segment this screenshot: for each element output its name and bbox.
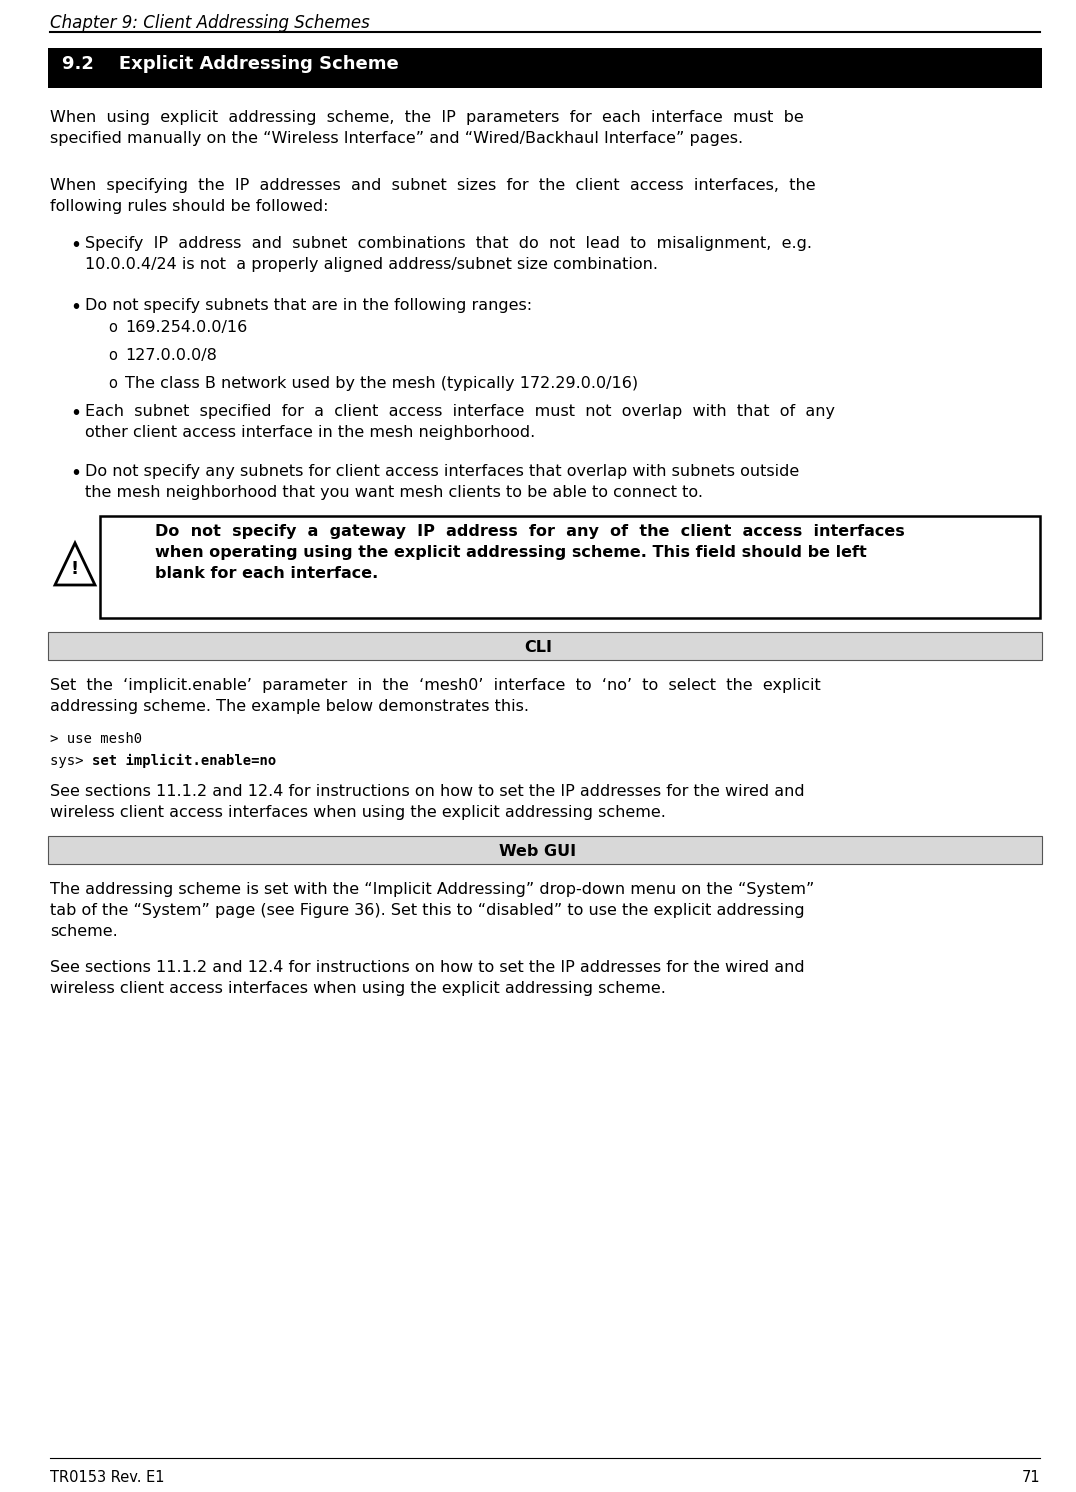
Text: Set  the  ‘implicit.enable’  parameter  in  the  ‘mesh0’  interface  to  ‘no’  t: Set the ‘implicit.enable’ parameter in t… [49, 677, 821, 715]
Polygon shape [55, 543, 95, 585]
Text: o: o [108, 348, 117, 363]
Text: o: o [108, 319, 117, 336]
Bar [48, 836, 1042, 864]
Text: The addressing scheme is set with the “Implicit Addressing” drop-down menu on th: The addressing scheme is set with the “I… [49, 882, 815, 938]
Bar [48, 48, 1042, 88]
Text: Chapter 9: Client Addressing Schemes: Chapter 9: Client Addressing Schemes [49, 13, 370, 31]
Text: When  using  explicit  addressing  scheme,  the  IP  parameters  for  each  inte: When using explicit addressing scheme, t… [49, 110, 804, 146]
Text: See sections 11.1.2 and 12.4 for instructions on how to set the IP addresses for: See sections 11.1.2 and 12.4 for instruc… [49, 783, 805, 821]
Text: sys>: sys> [49, 753, 91, 768]
Text: See sections 11.1.2 and 12.4 for instructions on how to set the IP addresses for: See sections 11.1.2 and 12.4 for instruc… [49, 959, 805, 997]
Text: Specify  IP  address  and  subnet  combinations  that  do  not  lead  to  misali: Specify IP address and subnet combinatio… [85, 236, 812, 272]
Text: •: • [70, 404, 81, 424]
Text: •: • [70, 298, 81, 316]
Text: > use mesh0: > use mesh0 [49, 733, 142, 746]
Bar [48, 633, 1042, 659]
Bar [100, 516, 1040, 618]
Text: Each  subnet  specified  for  a  client  access  interface  must  not  overlap  : Each subnet specified for a client acces… [85, 404, 835, 440]
Text: !: ! [71, 560, 79, 577]
Text: Do not specify any subnets for client access interfaces that overlap with subnet: Do not specify any subnets for client ac… [85, 464, 799, 500]
Text: TR0153 Rev. E1: TR0153 Rev. E1 [49, 1470, 165, 1485]
Text: CLI: CLI [524, 640, 552, 655]
Text: 127.0.0.0/8: 127.0.0.0/8 [125, 348, 217, 363]
Text: set implicit.enable=no: set implicit.enable=no [93, 753, 277, 768]
Text: o: o [108, 376, 117, 391]
Text: The class B network used by the mesh (typically 172.29.0.0/16): The class B network used by the mesh (ty… [125, 376, 638, 391]
Text: •: • [70, 464, 81, 483]
Text: Web GUI: Web GUI [499, 843, 577, 858]
Text: •: • [70, 236, 81, 255]
Text: Do not specify subnets that are in the following ranges:: Do not specify subnets that are in the f… [85, 298, 533, 313]
Text: 169.254.0.0/16: 169.254.0.0/16 [125, 319, 247, 336]
Text: 71: 71 [1021, 1470, 1040, 1485]
Text: Do  not  specify  a  gateway  IP  address  for  any  of  the  client  access  in: Do not specify a gateway IP address for … [155, 524, 905, 580]
Text: When  specifying  the  IP  addresses  and  subnet  sizes  for  the  client  acce: When specifying the IP addresses and sub… [49, 178, 816, 213]
Text: 9.2    Explicit Addressing Scheme: 9.2 Explicit Addressing Scheme [62, 55, 399, 73]
